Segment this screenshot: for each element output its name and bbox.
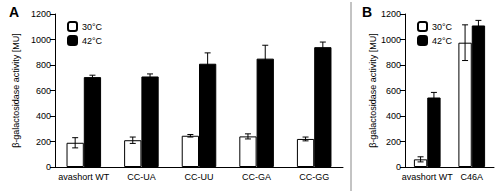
svg-text:200: 200 (36, 137, 51, 147)
svg-text:600: 600 (36, 86, 51, 96)
svg-text:42°C: 42°C (432, 36, 453, 46)
svg-text:CC-UA: CC-UA (127, 172, 156, 182)
svg-text:C46A: C46A (460, 172, 483, 182)
svg-text:1200: 1200 (381, 9, 401, 19)
svg-text:0: 0 (46, 162, 51, 172)
svg-text:200: 200 (386, 137, 401, 147)
svg-text:800: 800 (36, 60, 51, 70)
svg-text:1000: 1000 (381, 35, 401, 45)
svg-text:1000: 1000 (31, 35, 51, 45)
svg-text:42°C: 42°C (82, 36, 103, 46)
svg-text:600: 600 (386, 86, 401, 96)
svg-text:400: 400 (386, 111, 401, 121)
svg-text:0: 0 (396, 162, 401, 172)
svg-text:400: 400 (36, 111, 51, 121)
svg-text:β-galactosidase activity [MU]: β-galactosidase activity [MU] (368, 33, 378, 148)
svg-text:avashort WT: avashort WT (402, 172, 454, 182)
svg-text:CC-GG: CC-GG (299, 172, 329, 182)
svg-text:1200: 1200 (31, 9, 51, 19)
svg-text:30°C: 30°C (432, 22, 453, 32)
svg-text:β-galactosidase activity [MU]: β-galactosidase activity [MU] (11, 33, 21, 148)
svg-text:B: B (362, 4, 372, 20)
svg-text:800: 800 (386, 60, 401, 70)
svg-text:30°C: 30°C (82, 22, 103, 32)
svg-text:CC-GA: CC-GA (242, 172, 271, 182)
svg-text:A: A (9, 4, 19, 20)
svg-text:CC-UU: CC-UU (185, 172, 214, 182)
svg-text:avashort WT: avashort WT (58, 172, 110, 182)
